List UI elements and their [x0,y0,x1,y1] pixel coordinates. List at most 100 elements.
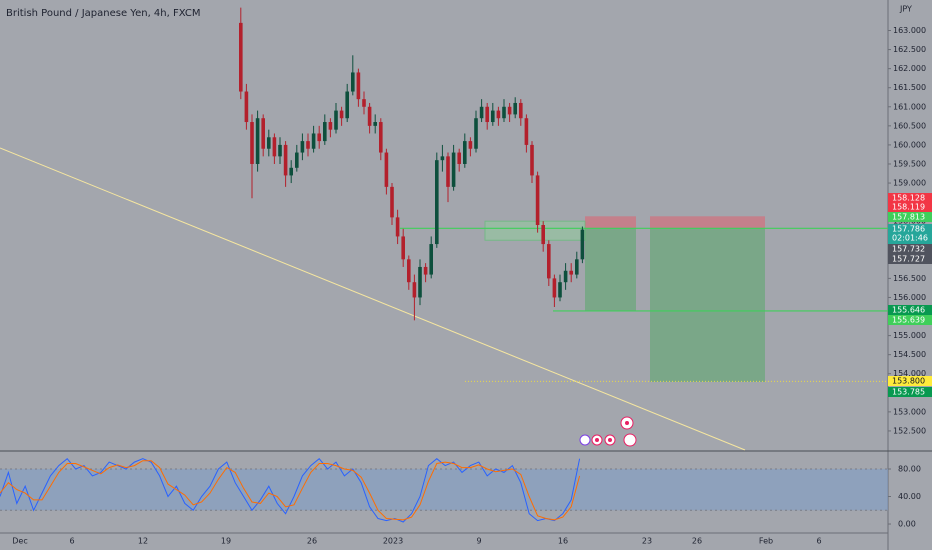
position-zone [650,216,765,229]
candle-body [244,91,249,123]
price-tag-label: 158.128 [892,194,925,203]
candle-body [278,144,282,157]
candle-body [575,259,579,275]
rsi-line [0,457,581,523]
y-tick-label: 162.000 [893,64,926,73]
candle-body [513,102,517,115]
x-tick-label: 6 [69,537,74,546]
candle-body [367,106,372,126]
candle-body [334,110,338,130]
candle-body [401,236,405,260]
price-tag [888,212,932,222]
candle-body [451,152,456,187]
candle-body [239,22,243,92]
candle-body [507,106,512,115]
candle-body [440,156,445,161]
candle-body [407,259,411,283]
candle-body [457,152,461,164]
icon[interactable] [623,433,637,447]
candle-body [356,72,361,100]
y-tick-label: 163.000 [893,26,926,35]
candle-body [339,110,344,119]
y-tick-label: 160.000 [893,140,926,149]
price-tag [888,254,932,264]
price-tag [888,315,932,325]
candle-body [261,118,265,149]
y-tick-label: 160.500 [893,121,926,130]
candle-body [463,141,467,164]
y-tick-label: 162.500 [893,45,926,54]
x-tick-label: Dec [12,537,27,546]
x-tick-label: 26 [307,537,317,546]
x-tick-label: 23 [642,537,652,546]
candle-body [423,266,428,275]
candle-body [474,118,478,149]
candle-body [272,137,277,157]
y-tick-label: 152.500 [893,426,926,435]
candle-body [479,106,484,119]
countdown: 02:01:46 [892,234,928,243]
candle-body [345,91,349,119]
price-tag-label: 157.786 [892,225,925,234]
x-tick-label: 12 [138,537,148,546]
position-zone [650,228,765,382]
y-tick-label: 161.500 [893,83,926,92]
position-zone [585,216,636,229]
position-zone [585,228,636,311]
candle-body [379,122,383,153]
price-tag-label: 153.800 [892,377,925,386]
candle-body [558,282,562,298]
candle-body [541,225,545,245]
candle-body [446,156,450,187]
plot [0,7,888,523]
price-tag [888,202,932,212]
candle-body [485,106,489,123]
candle-body [317,133,321,142]
x-tick-label: Feb [759,537,773,546]
x-tick-label: 26 [692,537,702,546]
rsi-tick-label: 80.00 [898,464,921,473]
candle-body [412,282,417,298]
candle-body [306,141,310,149]
price-tag [888,244,932,254]
candle-body [563,270,568,283]
x-tick-label: 9 [476,537,481,546]
y-tick-label: 156.500 [893,274,926,283]
candle-body [255,118,260,164]
price-tag [888,305,932,315]
icon[interactable] [579,434,591,446]
candle-body [496,110,501,119]
icon-dot [625,421,629,425]
candle-body [429,244,433,275]
candle-body [468,141,473,149]
price-tag [888,376,932,386]
x-tick-label: 6 [816,537,821,546]
candle-body [289,167,293,176]
y-tick-label: 154.500 [893,350,926,359]
price-tag-label: 153.785 [892,388,925,397]
candle-body [311,133,316,149]
candle-body [524,118,529,145]
price-tag [888,387,932,397]
candle-body [283,144,288,176]
price-tag [888,193,932,203]
price-tag-label: 157.732 [892,245,925,254]
icon-dot [595,438,599,442]
candle-body [295,152,299,168]
candle-body [530,144,534,176]
candle-body [390,186,394,218]
candle-body [519,102,523,119]
candle-body [395,217,400,237]
rsi-tick-label: 40.00 [898,492,921,501]
price-tag [888,224,932,244]
price-tag-label: 155.639 [892,316,925,325]
candle-body [250,122,254,164]
candle-body [502,106,506,119]
price-tag-label: 157.727 [892,255,925,264]
candle-body [535,175,540,225]
candle-body [569,270,573,275]
zone-box [484,220,586,241]
price-tag-label: 155.646 [892,306,925,315]
candle-body [267,137,271,149]
